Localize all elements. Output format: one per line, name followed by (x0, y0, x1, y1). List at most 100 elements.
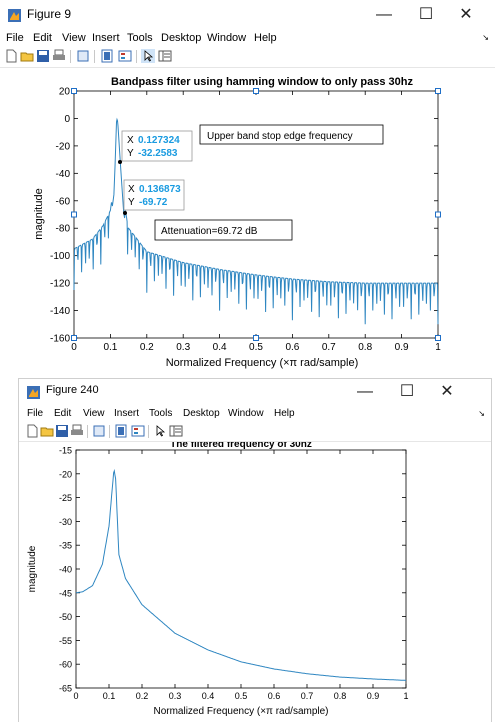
axes-selection-handles[interactable] (71, 88, 441, 341)
y-tick-label: -160 (50, 334, 70, 345)
open-folder-icon[interactable] (20, 49, 34, 63)
print-preview-icon[interactable] (92, 424, 106, 438)
menu-tools[interactable]: Tools (127, 32, 153, 44)
x-tick-label: 0.2 (140, 342, 154, 353)
insert-colorbar-icon[interactable] (118, 49, 132, 63)
y-tick-label: -30 (59, 517, 72, 527)
new-file-icon[interactable] (4, 49, 18, 63)
menu-view[interactable]: View (62, 32, 86, 44)
menu-edit[interactable]: Edit (33, 32, 52, 44)
annotation-box (199, 124, 384, 145)
print-icon[interactable] (52, 49, 66, 63)
pointer-icon[interactable] (153, 424, 167, 438)
toolbar-separator (148, 425, 149, 438)
magnitude-response-chart[interactable]: 0 0.1 0.2 0.3 0.4 0.5 0.6 0.7 0.8 0.9 1 20 0 -20 -40 -6… (0, 68, 495, 372)
print-icon[interactable] (70, 424, 84, 438)
x-tick-label: 0.4 (213, 342, 227, 353)
datatip-box (121, 130, 193, 162)
menu-insert[interactable]: Insert (92, 32, 120, 44)
selection-handle[interactable] (71, 88, 77, 94)
selection-handle[interactable] (435, 335, 441, 341)
menu-arrow-icon[interactable]: ↘ (482, 33, 489, 42)
y-tick-label: -35 (59, 541, 72, 551)
annotation-attenuation[interactable]: Attenuation=69.72 dB (154, 219, 293, 241)
menu-help[interactable]: Help (274, 408, 295, 419)
y-tick-label: -55 (59, 636, 72, 646)
chart-title: Bandpass filter using hamming window to … (111, 76, 413, 88)
annotation-box (154, 219, 293, 241)
selection-handle[interactable] (435, 211, 441, 218)
annotation-text: Upper band stop edge frequency (207, 131, 353, 142)
x-tick-label: 0.8 (334, 691, 347, 701)
menu-tools[interactable]: Tools (149, 408, 173, 419)
annotation-upper-band[interactable]: Upper band stop edge frequency (199, 124, 384, 145)
y-tick-label: -20 (59, 469, 72, 479)
x-tick-label: 0 (73, 691, 78, 701)
title-bar[interactable]: Figure 9 — ☐ ✕ (0, 0, 495, 30)
datatip-y-value: -69.72 (139, 197, 168, 208)
close-button[interactable]: ✕ (459, 6, 473, 23)
link-plot-icon[interactable] (114, 424, 128, 438)
chart-title: The filtered frequency of 30hz (170, 442, 312, 450)
maximize-button[interactable]: ☐ (399, 383, 415, 400)
datatip-1[interactable]: X 0.127324 Y -32.2583 (121, 130, 193, 162)
series-line (73, 117, 439, 325)
menu-desktop[interactable]: Desktop (161, 32, 202, 44)
menu-arrow-icon[interactable]: ↘ (478, 409, 485, 418)
save-icon[interactable] (55, 424, 69, 438)
maximize-button[interactable]: ☐ (418, 6, 434, 23)
link-plot-icon[interactable] (100, 49, 114, 63)
y-tick-label: 0 (64, 114, 70, 125)
y-tick-label: -80 (56, 224, 71, 235)
x-tick-label: 0.4 (202, 691, 215, 701)
title-bar[interactable]: Figure 240 — ☐ ✕ (19, 379, 491, 406)
x-tick-label: 0.2 (136, 691, 149, 701)
y-axis-label: magnitude (33, 188, 45, 239)
menu-help[interactable]: Help (254, 32, 277, 44)
figure-window-1: Figure 9 — ☐ ✕ File Edit View Insert Too… (0, 0, 495, 372)
menu-file[interactable]: File (6, 32, 24, 44)
new-file-icon[interactable] (25, 424, 39, 438)
selection-handle[interactable] (71, 335, 77, 341)
x-tick-label: 0.7 (322, 342, 336, 353)
minimize-button[interactable]: — (357, 383, 373, 400)
menu-view[interactable]: View (83, 408, 105, 419)
property-editor-icon[interactable] (169, 424, 183, 438)
pointer-icon[interactable] (141, 49, 155, 63)
menu-desktop[interactable]: Desktop (183, 408, 220, 419)
datatip-y-value: -32.2583 (138, 148, 178, 159)
menu-window[interactable]: Window (228, 408, 264, 419)
print-preview-icon[interactable] (76, 49, 90, 63)
x-tick-label: 0.7 (301, 691, 314, 701)
x-axis-label: Normalized Frequency (×π rad/sample) (166, 357, 359, 369)
datatip-2[interactable]: X 0.136873 Y -69.72 (123, 179, 185, 211)
menu-edit[interactable]: Edit (54, 408, 72, 419)
property-editor-icon[interactable] (158, 49, 172, 63)
y-tick-label: -65 (59, 684, 72, 694)
matlab-figure-icon (27, 386, 40, 399)
insert-colorbar-icon[interactable] (131, 424, 145, 438)
save-icon[interactable] (36, 49, 50, 63)
y-tick-label: -45 (59, 588, 72, 598)
minimize-button[interactable]: — (376, 6, 392, 23)
datatip-y-label: Y (128, 197, 135, 208)
menu-window[interactable]: Window (207, 32, 247, 44)
menu-insert[interactable]: Insert (114, 408, 140, 419)
x-tick-label: 0.9 (367, 691, 380, 701)
filtered-frequency-chart[interactable]: 0 0.1 0.2 0.3 0.4 0.5 0.6 0.7 0.8 0.9 1 -15 -20 -25 -3… (19, 442, 491, 720)
selection-handle[interactable] (71, 211, 77, 218)
datatip-box (123, 179, 185, 211)
x-tick-label: 0.5 (249, 342, 263, 353)
datatip-x-value: 0.127324 (138, 135, 180, 146)
x-tick-label: 0.6 (268, 691, 281, 701)
datatip-x-value: 0.136873 (139, 184, 181, 195)
selection-handle[interactable] (253, 335, 259, 341)
open-folder-icon[interactable] (40, 424, 54, 438)
window-title: Figure 9 (27, 7, 72, 21)
selection-handle[interactable] (435, 88, 441, 94)
menu-file[interactable]: File (27, 408, 44, 419)
x-tick-label: 0.6 (285, 342, 299, 353)
y-tick-label: -15 (59, 446, 72, 456)
close-button[interactable]: ✕ (440, 383, 454, 400)
selection-handle[interactable] (253, 88, 259, 94)
